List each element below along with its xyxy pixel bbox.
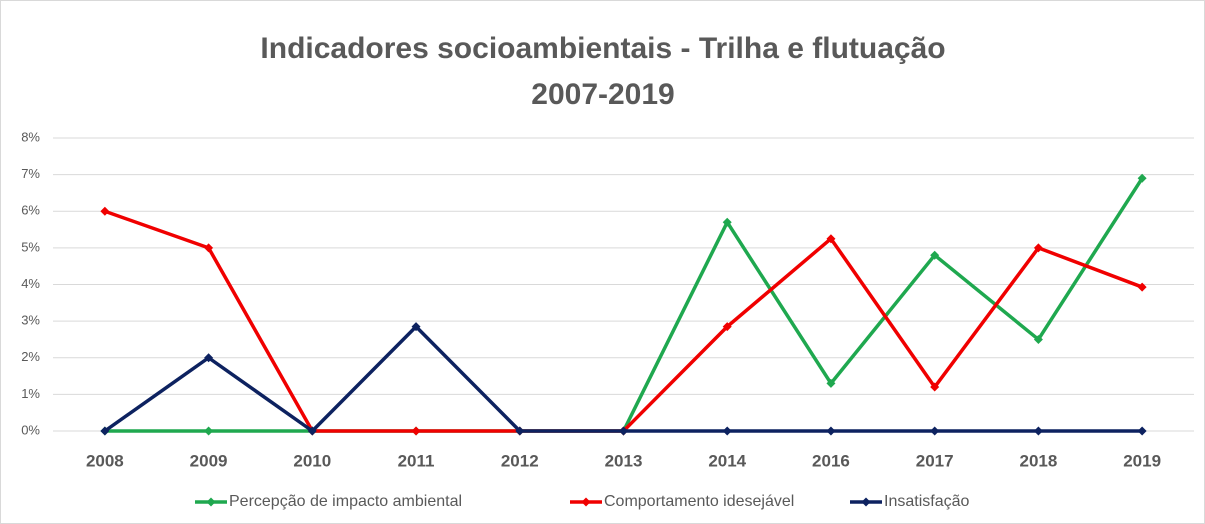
- x-tick-label: 2014: [708, 451, 746, 470]
- point-marker: [411, 426, 421, 436]
- point-marker: [930, 250, 940, 260]
- x-tick-label: 2018: [1019, 451, 1057, 470]
- x-tick-label: 2016: [812, 451, 850, 470]
- chart-subtitle: 2007-2019: [531, 78, 674, 111]
- x-tick-label: 2008: [86, 451, 124, 470]
- point-marker: [826, 378, 836, 388]
- legend-marker: [581, 497, 591, 507]
- x-tick-label: 2017: [916, 451, 954, 470]
- point-marker: [515, 426, 525, 436]
- point-marker: [722, 426, 732, 436]
- y-tick-label: 1%: [21, 386, 40, 401]
- point-marker: [826, 426, 836, 436]
- point-marker: [100, 426, 110, 436]
- point-marker: [1033, 243, 1043, 253]
- point-marker: [1033, 426, 1043, 436]
- point-marker: [930, 382, 940, 392]
- x-tick-label: 2012: [501, 451, 539, 470]
- legend-marker: [206, 497, 216, 507]
- point-marker: [307, 426, 317, 436]
- x-tick-label: 2010: [293, 451, 331, 470]
- point-marker: [1137, 426, 1147, 436]
- y-tick-label: 7%: [21, 166, 40, 181]
- point-marker: [100, 206, 110, 216]
- x-tick-label: 2019: [1123, 451, 1161, 470]
- x-tick-label: 2009: [190, 451, 228, 470]
- x-tick-label: 2013: [605, 451, 643, 470]
- point-marker: [204, 243, 214, 253]
- legend-label: Comportamento idesejável: [604, 493, 794, 510]
- x-tick-label: 2011: [398, 451, 435, 470]
- point-marker: [930, 426, 940, 436]
- point-marker: [722, 322, 732, 332]
- point-marker: [826, 234, 836, 244]
- y-tick-label: 0%: [21, 422, 40, 437]
- legend-label: Percepção de impacto ambiental: [229, 493, 462, 510]
- point-marker: [1137, 282, 1147, 292]
- point-marker: [619, 426, 628, 436]
- y-tick-label: 5%: [21, 239, 40, 254]
- point-marker: [722, 217, 732, 227]
- point-marker: [204, 353, 214, 363]
- y-tick-label: 8%: [21, 129, 40, 144]
- y-tick-label: 2%: [21, 349, 40, 364]
- legend-marker: [861, 497, 871, 507]
- y-tick-label: 6%: [21, 203, 40, 218]
- point-marker: [411, 322, 421, 332]
- y-tick-label: 4%: [21, 276, 40, 291]
- point-marker: [1033, 334, 1043, 344]
- legend-label: Insatisfação: [884, 493, 969, 510]
- point-marker: [204, 426, 214, 436]
- point-marker: [1137, 173, 1147, 183]
- y-tick-label: 3%: [21, 313, 40, 328]
- chart-title: Indicadores socioambientais - Trilha e f…: [260, 32, 945, 65]
